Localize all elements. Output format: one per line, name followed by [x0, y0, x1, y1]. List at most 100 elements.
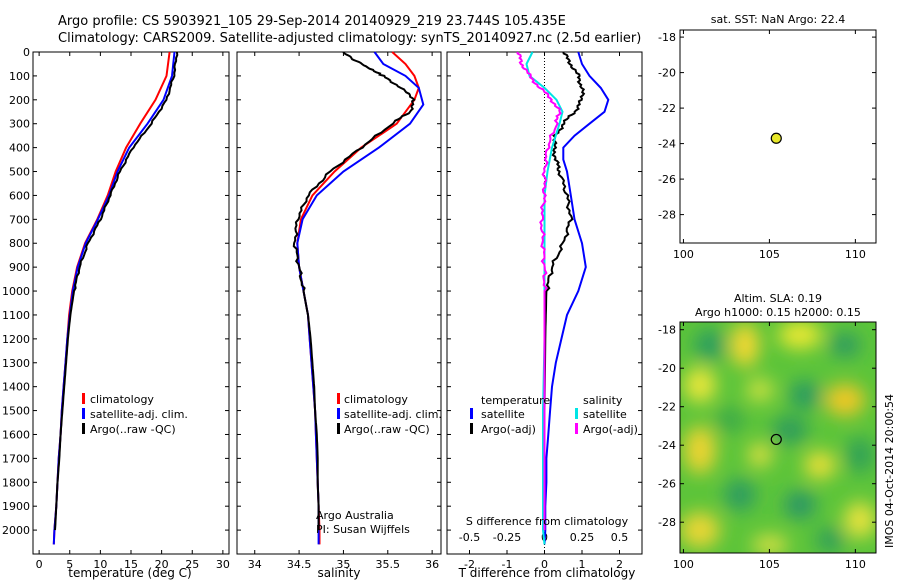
x-tick-label: 34	[248, 558, 262, 571]
x-tick-label: 25	[185, 558, 199, 571]
series-line-satellite-adj-clim-	[52, 51, 176, 545]
legend-item-satellite: satellite-adj. clim.	[90, 408, 188, 421]
figure-title-line2: Climatology: CARS2009. Satellite-adjuste…	[58, 31, 641, 46]
series-line-t-satellite	[543, 51, 610, 545]
y-tick-label: -18	[658, 324, 676, 337]
x-tick-label: 36	[425, 558, 439, 571]
legend-item-s-satellite: satellite	[583, 408, 627, 421]
top-tick-label: 0.5	[611, 531, 629, 544]
temperature-xlabel: temperature (deg C)	[68, 566, 191, 580]
y-tick-label: 600	[9, 189, 30, 202]
x-tick-label: 100	[673, 248, 694, 261]
y-tick-label: 1300	[2, 357, 30, 370]
top-tick-label: -0.25	[493, 531, 521, 544]
y-tick-label: 1100	[2, 309, 30, 322]
temperature-legend: climatology satellite-adj. clim. Argo(..…	[82, 393, 188, 436]
credit-line2: PI: Susan Wijffels	[316, 523, 410, 536]
y-tick-label: -24	[658, 439, 676, 452]
y-tick-label: 100	[9, 70, 30, 83]
top-tick-label: -0.5	[459, 531, 480, 544]
x-tick-label: 5	[66, 558, 73, 571]
y-tick-label: 1200	[2, 333, 30, 346]
x-tick-label: 20	[155, 558, 169, 571]
y-tick-label: -22	[658, 401, 676, 414]
y-tick-label: 500	[9, 166, 30, 179]
y-tick-label: 1500	[2, 405, 30, 418]
x-tick-label: 2	[616, 558, 623, 571]
y-tick-label: -20	[658, 362, 676, 375]
legend-item-t-argo: Argo(-adj)	[481, 423, 536, 436]
temperature-plot: 0100200300400500600700800900100011001200…	[2, 46, 230, 571]
sla-map-title-line1: Altim. SLA: 0.19	[734, 292, 822, 305]
legend-item-satellite: satellite-adj. clim.	[344, 408, 442, 421]
legend-swatch-black	[337, 423, 340, 434]
legend-swatch-magenta	[575, 423, 578, 434]
legend-swatch-blue	[470, 408, 473, 419]
legend-group-salinity: salinity	[583, 394, 623, 407]
y-tick-label: -24	[658, 138, 676, 151]
sla-map-plot: 100 105 110 -18 -20 -22 -24 -26 -28	[658, 322, 876, 571]
legend-item-t-satellite: satellite	[481, 408, 525, 421]
x-tick-label: 105	[759, 248, 780, 261]
legend-swatch-cyan	[575, 408, 578, 419]
y-tick-label: 1800	[2, 476, 30, 489]
x-tick-label: 110	[845, 558, 866, 571]
x-tick-label: 35.5	[376, 558, 401, 571]
salinity-legend: climatology satellite-adj. clim. Argo(..…	[337, 393, 442, 436]
temperature-panel-frame	[32, 51, 230, 555]
legend-swatch-red	[337, 393, 340, 404]
sst-map-frame	[679, 29, 877, 244]
legend-item-s-argo: Argo(-adj)	[583, 423, 638, 436]
credit-line1: Argo Australia	[316, 509, 394, 522]
series-line-s-argo-adj-	[516, 51, 562, 531]
y-tick-label: 1900	[2, 500, 30, 513]
series-line-argo-raw-qc-	[292, 51, 416, 531]
figure-title-line1: Argo profile: CS 5903921_105 29-Sep-2014…	[58, 14, 566, 29]
series-line-climatology	[296, 51, 420, 545]
x-tick-label: 35	[336, 558, 350, 571]
salinity-xlabel: salinity	[317, 566, 360, 580]
x-tick-label: 105	[759, 558, 780, 571]
legend-swatch-black	[82, 423, 85, 434]
difference-xlabel: T difference from climatology	[458, 566, 636, 580]
y-tick-label: -28	[658, 209, 676, 222]
difference-plot: -2 -1 0 1 2-0.5 -0.25 0 0.25 0.5	[447, 51, 642, 571]
series-line-argo-raw-qc-	[54, 51, 179, 531]
legend-swatch-red	[82, 393, 85, 404]
y-tick-label: 800	[9, 237, 30, 250]
y-tick-label: 1400	[2, 381, 30, 394]
y-tick-label: -22	[658, 102, 676, 115]
salinity-panel-frame	[236, 51, 442, 555]
salinity-plot: 34 34.5 35 35.5 36	[237, 51, 441, 571]
legend-swatch-blue	[82, 408, 85, 419]
top-tick-label: 0.25	[570, 531, 595, 544]
x-tick-label: -1	[502, 558, 513, 571]
x-tick-label: 0	[541, 558, 548, 571]
y-tick-label: 1000	[2, 285, 30, 298]
difference-legend: temperature salinity satellite Argo(-adj…	[470, 394, 638, 436]
y-tick-label: 1600	[2, 428, 30, 441]
y-tick-label: 700	[9, 213, 30, 226]
x-tick-label: 100	[673, 558, 694, 571]
x-tick-label: 15	[124, 558, 138, 571]
difference-top-label: S difference from climatology	[466, 515, 629, 528]
x-tick-label: 10	[93, 558, 107, 571]
argo-float-marker	[770, 132, 782, 144]
y-tick-label: 200	[9, 94, 30, 107]
sst-map-title: sat. SST: NaN Argo: 22.4	[711, 13, 845, 26]
legend-item-argo: Argo(..raw -QC)	[344, 423, 430, 436]
y-tick-label: 400	[9, 142, 30, 155]
y-tick-label: -18	[658, 31, 676, 44]
x-tick-label: 0	[36, 558, 43, 571]
legend-swatch-blue	[337, 408, 340, 419]
x-tick-label: 34.5	[287, 558, 312, 571]
legend-item-climatology: climatology	[90, 393, 154, 406]
sla-map-frame	[679, 321, 877, 554]
sla-map-title-line2: Argo h1000: 0.15 h2000: 0.15	[695, 306, 861, 319]
y-tick-label: 1700	[2, 452, 30, 465]
legend-item-argo: Argo(..raw -QC)	[90, 423, 176, 436]
x-tick-label: 1	[579, 558, 586, 571]
argo-float-marker	[770, 433, 782, 446]
y-tick-label: 300	[9, 118, 30, 131]
